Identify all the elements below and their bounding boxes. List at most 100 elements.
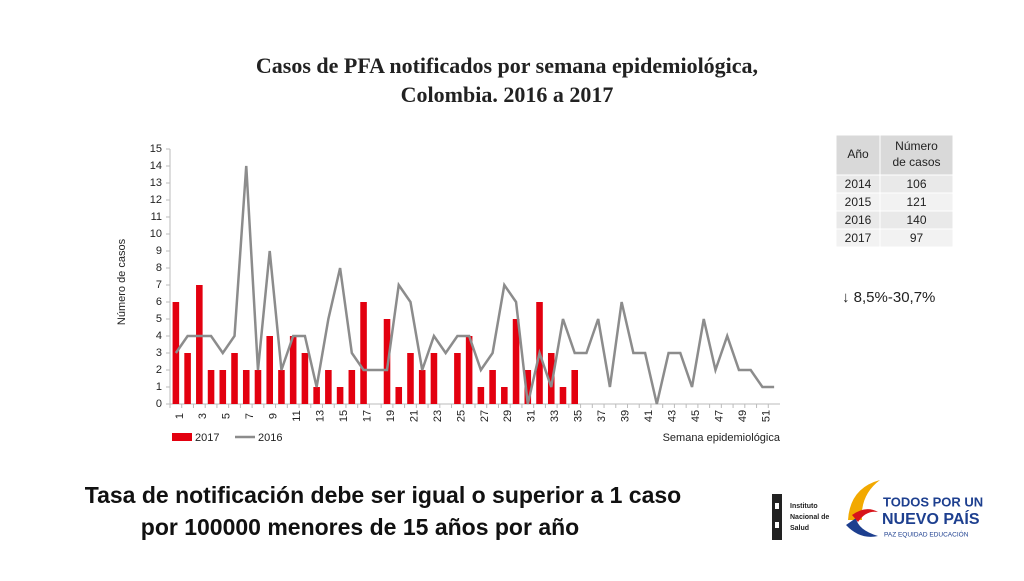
x-tick-label: 13 xyxy=(315,410,327,422)
x-tick-label: 25 xyxy=(455,410,467,422)
footer-line: por 100000 menores de 15 años por año xyxy=(141,514,579,540)
bar xyxy=(231,353,238,404)
line xyxy=(174,165,775,405)
logo-shape xyxy=(848,480,880,520)
ins-logo: Instituto Nacional de Salud xyxy=(772,494,829,540)
legend-label: 2017 xyxy=(195,432,219,444)
table-cell-text: 2016 xyxy=(845,213,872,227)
table-cell-text: 106 xyxy=(906,177,926,191)
bar xyxy=(465,336,473,404)
bar xyxy=(207,370,215,404)
table-cell-text: 140 xyxy=(906,213,926,227)
bar xyxy=(313,387,320,404)
x-tick-label: 35 xyxy=(573,410,585,422)
logo-cut xyxy=(775,503,779,509)
logo-cut xyxy=(775,522,779,528)
x-tick-label: 23 xyxy=(432,410,444,422)
x-tick-label: 11 xyxy=(291,410,303,421)
bar xyxy=(407,353,414,404)
logo-text: Instituto xyxy=(790,503,818,510)
bar xyxy=(289,336,297,404)
x-tick-label: 31 xyxy=(526,410,538,422)
table-cell xyxy=(879,228,954,248)
bar xyxy=(219,370,227,404)
y-tick-label: 5 xyxy=(156,313,162,325)
x-tick-label: 29 xyxy=(502,410,514,422)
y-tick-label: 7 xyxy=(156,279,162,291)
y-tick-label: 4 xyxy=(156,330,162,342)
x-tick-label: 21 xyxy=(408,410,420,422)
y-tick-label: 13 xyxy=(150,177,162,189)
bar xyxy=(301,353,309,404)
table-cell-text: 2015 xyxy=(845,195,872,209)
y-axis-label: Número de casos xyxy=(116,238,128,325)
note: ↓ 8,5%-30,7% xyxy=(842,289,935,306)
x-tick-label: 5 xyxy=(221,413,233,419)
x-tick-label: 39 xyxy=(620,410,632,422)
bar xyxy=(266,336,273,404)
bar xyxy=(196,285,203,404)
bar xyxy=(571,370,578,404)
table-header: Número de casos xyxy=(892,139,940,169)
bar xyxy=(547,353,555,404)
y-tick-label: 12 xyxy=(150,194,162,206)
title-line: Colombia. 2016 a 2017 xyxy=(401,82,614,107)
table-cell-text: 2017 xyxy=(845,231,872,245)
x-tick-label: 9 xyxy=(268,413,280,419)
logo-text: Nacional de xyxy=(790,514,829,521)
logo-text: NUEVO PAÍS xyxy=(882,509,980,528)
x-tick-label: 15 xyxy=(338,410,350,422)
bar xyxy=(242,370,250,404)
bar xyxy=(501,387,508,404)
logo-shape xyxy=(852,509,878,522)
y-tick-label: 6 xyxy=(156,296,162,308)
y-tick-label: 8 xyxy=(156,262,162,274)
x-axis-label: Semana epidemiológica xyxy=(663,432,781,444)
legend-label: 2016 xyxy=(258,432,282,444)
bar xyxy=(278,370,285,404)
bar xyxy=(348,370,356,404)
y-tick-label: 0 xyxy=(156,398,162,410)
bar xyxy=(395,387,403,404)
bar xyxy=(559,387,567,404)
footer-line: Tasa de notificación debe ser igual o su… xyxy=(85,482,681,508)
bar xyxy=(524,370,532,404)
x-tick-label: 49 xyxy=(737,410,749,422)
y-tick-label: 1 xyxy=(156,381,162,393)
logo-text: PAZ EQUIDAD EDUCACIÓN xyxy=(884,530,969,539)
logo-text: TODOS POR UN xyxy=(883,494,983,509)
table-cell-text: 121 xyxy=(906,195,926,209)
bar xyxy=(418,370,426,404)
bar xyxy=(254,370,262,404)
bar xyxy=(454,353,461,404)
y-tick-label: 2 xyxy=(156,364,162,376)
y-tick-label: 9 xyxy=(156,245,162,257)
logo-shape xyxy=(846,518,878,537)
y-tick-label: 3 xyxy=(156,347,162,359)
x-tick-label: 51 xyxy=(760,410,772,422)
x-tick-label: 3 xyxy=(197,413,209,419)
table-header: Año xyxy=(847,147,869,161)
x-tick-label: 1 xyxy=(174,413,186,419)
bar xyxy=(336,387,344,404)
y-tick-label: 14 xyxy=(150,160,162,172)
x-tick-label: 17 xyxy=(361,410,373,422)
y-tick-label: 10 xyxy=(150,228,162,240)
bar xyxy=(360,302,367,404)
x-tick-label: 43 xyxy=(666,410,678,422)
x-tick-label: 33 xyxy=(549,410,561,422)
x-tick-label: 27 xyxy=(479,410,491,422)
gov-logo: TODOS POR UN NUEVO PAÍS PAZ EQUIDAD EDUC… xyxy=(846,480,983,539)
bar xyxy=(489,370,496,404)
x-tick-label: 41 xyxy=(643,410,655,422)
y-tick-label: 11 xyxy=(151,211,162,223)
x-tick-label: 45 xyxy=(690,410,702,422)
title-line: Casos de PFA notificados por semana epid… xyxy=(256,53,758,78)
bar xyxy=(325,370,332,404)
legend-swatch xyxy=(172,433,192,441)
table-cell-text: 2014 xyxy=(845,177,872,191)
bar xyxy=(184,353,191,404)
x-tick-label: 7 xyxy=(244,413,256,419)
